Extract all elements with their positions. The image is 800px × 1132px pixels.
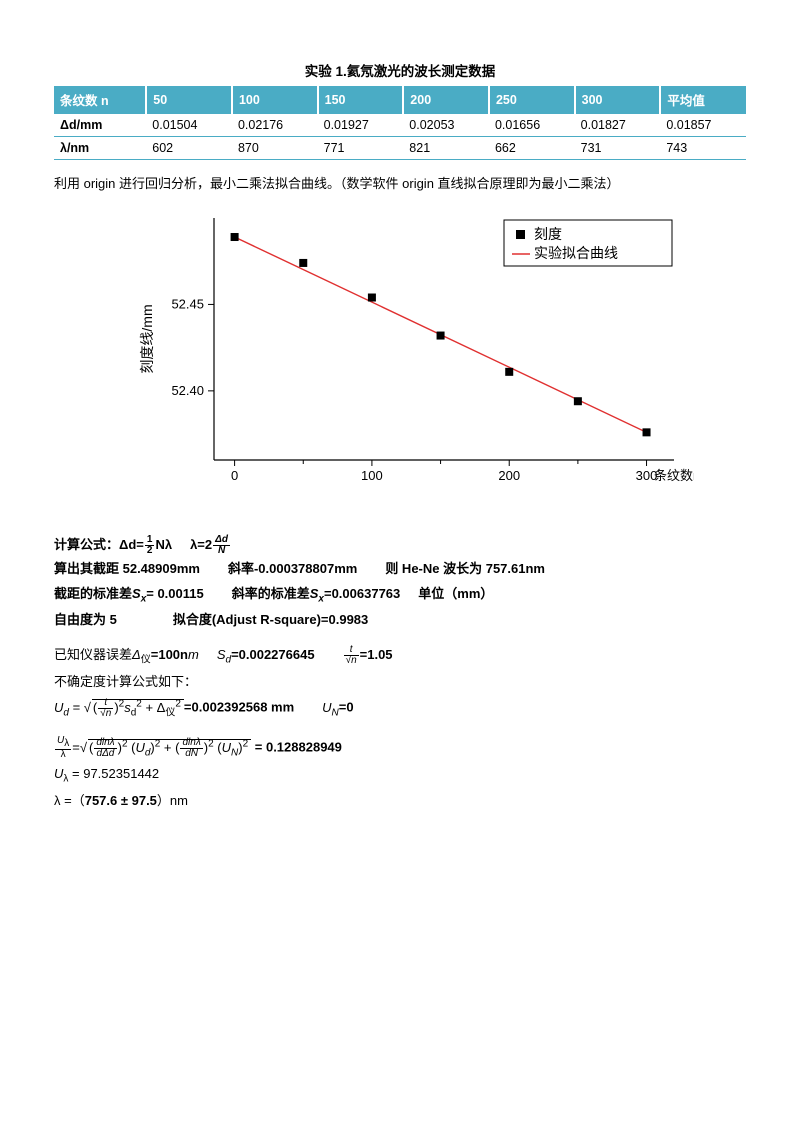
svg-text:刻度: 刻度	[534, 226, 562, 242]
formula-line: Ud = (t√n)2sd2 + Δ仪2=0.002392568 mmUN=0	[54, 694, 746, 722]
cell: 743	[660, 137, 746, 160]
regression-chart: 010020030052.4052.45刻度线/mm条纹数n/1次刻度实验拟合曲…	[134, 200, 694, 503]
cell: 0.02176	[232, 114, 318, 137]
svg-text:100: 100	[361, 468, 383, 483]
cell: 0.01827	[575, 114, 661, 137]
col-header: 50	[146, 86, 232, 114]
table-header-row: 条纹数 n 50 100 150 200 250 300 平均值	[54, 86, 746, 114]
col-header: 250	[489, 86, 575, 114]
data-table: 条纹数 n 50 100 150 200 250 300 平均值 Δd/mm 0…	[54, 86, 746, 160]
col-header: 平均值	[660, 86, 746, 114]
page-title: 实验 1.氦氖激光的波长测定数据	[54, 60, 746, 80]
formula-line: λ =（757.6 ± 97.5）nm	[54, 789, 746, 814]
svg-text:0: 0	[231, 468, 238, 483]
table-row: Δd/mm 0.01504 0.02176 0.01927 0.02053 0.…	[54, 114, 746, 137]
chart-svg: 010020030052.4052.45刻度线/mm条纹数n/1次刻度实验拟合曲…	[134, 200, 694, 500]
calculation-block: 计算公式：Δd=12Nλλ=2ΔdN 算出其截距 52.48909mm斜率-0.…	[54, 533, 746, 814]
cell: 0.01504	[146, 114, 232, 137]
table-row: λ/nm 602 870 771 821 662 731 743	[54, 137, 746, 160]
formula-line: 算出其截距 52.48909mm斜率-0.000378807mm则 He-Ne …	[54, 557, 746, 582]
cell: 870	[232, 137, 318, 160]
cell: 821	[403, 137, 489, 160]
formula-line: 截距的标准差Sx= 0.00115斜率的标准差Sx=0.00637763单位（m…	[54, 582, 746, 609]
svg-text:实验拟合曲线: 实验拟合曲线	[534, 245, 618, 261]
svg-text:52.40: 52.40	[171, 382, 204, 397]
cell: 662	[489, 137, 575, 160]
cell: 731	[575, 137, 661, 160]
cell: 0.01927	[318, 114, 404, 137]
col-header: 300	[575, 86, 661, 114]
description-text: 利用 origin 进行回归分析，最小二乘法拟合曲线。（数学软件 origin …	[54, 174, 746, 194]
cell: λ/nm	[54, 137, 146, 160]
formula-line: Uλλ=(dlnλdΔd)2 (Ud)2 + (dlnλdN)2 (UN)2 =…	[54, 734, 746, 762]
cell: 0.02053	[403, 114, 489, 137]
svg-text:条纹数n/1次: 条纹数n/1次	[654, 468, 694, 483]
formula-line: 计算公式：Δd=12Nλλ=2ΔdN	[54, 533, 746, 558]
col-header: 200	[403, 86, 489, 114]
cell: Δd/mm	[54, 114, 146, 137]
formula-line: 自由度为 5拟合度(Adjust R-square)=0.9983	[54, 608, 746, 633]
cell: 771	[318, 137, 404, 160]
col-header: 条纹数 n	[54, 86, 146, 114]
formula-line: 不确定度计算公式如下：	[54, 670, 746, 695]
formula-line: 已知仪器误差Δ仪=100nmSd=0.002276645t√n=1.05	[54, 643, 746, 670]
formula-line: Uλ = 97.52351442	[54, 762, 746, 789]
col-header: 150	[318, 86, 404, 114]
svg-text:52.45: 52.45	[171, 296, 204, 311]
cell: 0.01857	[660, 114, 746, 137]
cell: 0.01656	[489, 114, 575, 137]
svg-text:200: 200	[498, 468, 520, 483]
col-header: 100	[232, 86, 318, 114]
svg-text:刻度线/mm: 刻度线/mm	[139, 304, 155, 373]
cell: 602	[146, 137, 232, 160]
